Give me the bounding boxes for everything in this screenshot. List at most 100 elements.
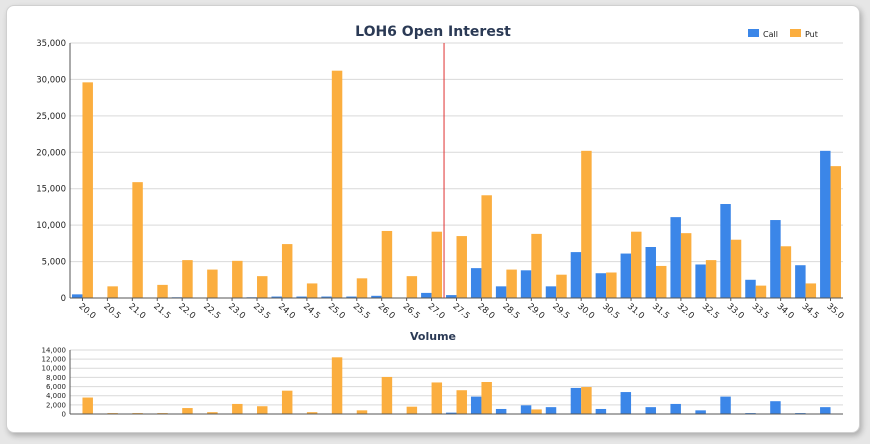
x-tick-label: 35.0	[825, 302, 846, 322]
y-tick-label: 25,000	[36, 112, 66, 122]
bar-put-24.5	[306, 412, 318, 414]
legend-label-call: Call	[763, 30, 778, 39]
bar-put-26.5	[406, 276, 418, 298]
bar-call-33.0	[720, 396, 731, 414]
bar-put-21.5	[157, 284, 168, 298]
bar-put-30.0	[581, 387, 592, 414]
bar-put-30.0	[581, 150, 592, 298]
bar-put-20.5	[107, 286, 118, 298]
x-tick-label: 30.0	[575, 302, 596, 322]
bar-call-34.0	[770, 401, 781, 414]
x-tick-label: 32.5	[700, 302, 721, 322]
bar-put-26.0	[381, 230, 393, 298]
bar-put-23.0	[232, 403, 243, 414]
bar-call-25.0	[321, 296, 332, 298]
x-tick-label: 28.0	[476, 302, 497, 322]
x-tick-label: 29.5	[550, 302, 571, 322]
bar-put-31.0	[631, 231, 642, 298]
y-tick-label: 30,000	[36, 75, 66, 85]
bar-call-28.5	[495, 286, 507, 298]
bar-call-29.0	[520, 270, 532, 298]
chart-card	[6, 5, 860, 433]
x-tick-label: 25.0	[326, 302, 347, 322]
bar-call-28.0	[470, 396, 482, 414]
bar-call-32.0	[670, 217, 681, 298]
bar-put-23.5	[257, 406, 268, 414]
x-tick-label: 33.5	[750, 302, 771, 322]
y-tick-label: 0	[61, 294, 66, 304]
bar-put-21.0	[132, 182, 143, 298]
y-tick-label: 6,000	[46, 383, 66, 391]
bar-put-28.0	[481, 195, 492, 298]
bar-call-27.5	[446, 412, 457, 414]
x-tick-label: 21.0	[126, 302, 147, 322]
bar-put-24.5	[306, 283, 318, 298]
x-tick-label: 32.0	[675, 302, 696, 322]
bar-call-31.0	[620, 392, 632, 414]
bar-put-25.0	[331, 70, 343, 298]
x-tick-label: 26.5	[401, 302, 422, 322]
bar-call-24.0	[271, 296, 282, 298]
bar-put-35.0	[830, 166, 842, 298]
bar-put-28.0	[481, 382, 492, 414]
bar-put-22.5	[207, 412, 218, 414]
bar-put-29.0	[531, 233, 542, 298]
bar-call-35.0	[820, 150, 831, 298]
bar-put-26.5	[406, 406, 418, 414]
bar-call-32.5	[695, 410, 706, 414]
x-tick-label: 26.0	[376, 302, 397, 322]
x-tick-label: 21.5	[151, 302, 172, 322]
y-tick-label: 35,000	[36, 39, 66, 49]
y-tick-label: 4,000	[46, 392, 66, 400]
x-tick-label: 31.5	[650, 302, 671, 322]
bar-put-22.0	[182, 408, 193, 414]
y-tick-label: 10,000	[36, 221, 66, 231]
bar-put-23.0	[232, 260, 243, 298]
x-tick-label: 23.0	[226, 302, 247, 322]
bar-put-31.5	[655, 265, 667, 298]
bar-call-32.5	[695, 264, 706, 298]
bar-call-35.0	[820, 407, 831, 414]
y-tick-label: 2,000	[46, 401, 66, 409]
bar-put-30.5	[606, 272, 617, 298]
bar-call-29.0	[520, 405, 532, 414]
x-tick-label: 31.0	[625, 302, 646, 322]
bar-call-28.5	[495, 408, 507, 414]
x-tick-label: 22.5	[201, 302, 222, 322]
bar-put-33.0	[730, 239, 742, 298]
x-tick-label: 20.5	[101, 302, 122, 322]
x-tick-label: 22.0	[176, 302, 197, 322]
bar-call-30.5	[595, 273, 607, 298]
y-tick-label: 12,000	[42, 356, 67, 364]
x-tick-label: 24.0	[276, 302, 297, 322]
bar-call-25.5	[346, 296, 357, 298]
y-tick-label: 20,000	[36, 148, 66, 158]
legend-swatch-put	[790, 29, 801, 37]
chart-title: LOH6 Open Interest	[355, 24, 511, 40]
bar-put-29.0	[531, 409, 542, 414]
bar-call-24.5	[296, 296, 307, 298]
x-tick-label: 33.0	[725, 302, 746, 322]
x-tick-label: 23.5	[251, 302, 272, 322]
x-tick-label: 28.5	[500, 302, 521, 322]
bar-put-33.5	[755, 285, 767, 298]
bar-put-34.0	[780, 246, 792, 298]
bar-call-29.5	[545, 286, 557, 298]
x-tick-label: 24.5	[301, 302, 322, 322]
x-tick-label: 20.0	[77, 302, 98, 322]
bar-put-32.5	[705, 260, 717, 298]
x-tick-label: 34.0	[775, 302, 796, 322]
x-tick-label: 29.0	[525, 302, 546, 322]
bar-call-29.5	[545, 407, 557, 414]
bar-put-32.0	[680, 233, 692, 298]
volume-title: Volume	[410, 330, 456, 343]
bar-call-27.5	[446, 295, 457, 298]
x-tick-label: 34.5	[800, 302, 821, 322]
legend-swatch-call	[748, 29, 759, 37]
bar-put-24.0	[281, 390, 293, 414]
bar-put-27.0	[431, 231, 443, 298]
y-tick-label: 0	[62, 410, 66, 418]
x-tick-label: 30.5	[600, 302, 621, 322]
y-tick-label: 8,000	[46, 374, 66, 382]
bar-call-30.5	[595, 408, 607, 414]
